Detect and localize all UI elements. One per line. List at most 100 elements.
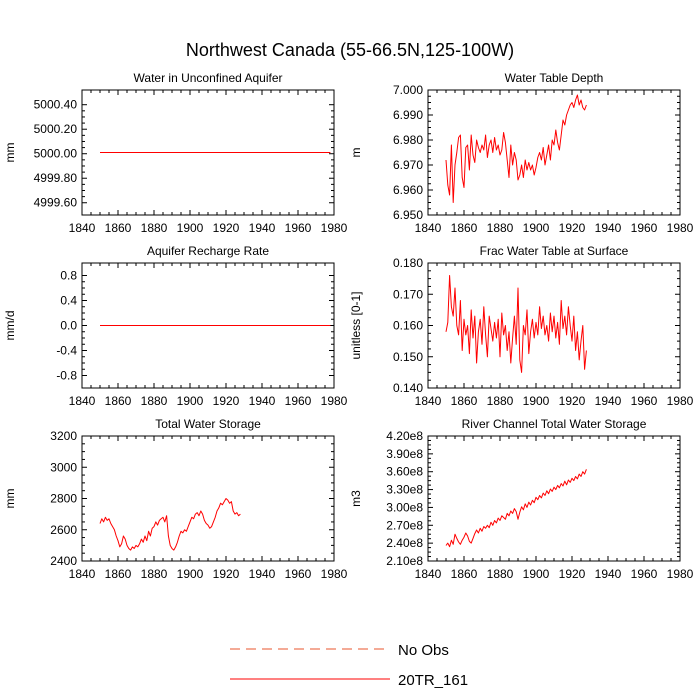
x-tick-label: 1960 — [631, 567, 658, 581]
x-tick-label: 1980 — [667, 221, 694, 235]
x-tick-label: 1920 — [559, 567, 586, 581]
x-tick-label: 1940 — [595, 567, 622, 581]
y-tick-label: 5000.20 — [34, 122, 78, 136]
panel-title: Water Table Depth — [505, 71, 604, 85]
y-tick-label: 0.150 — [393, 350, 423, 364]
x-tick-label: 1840 — [69, 567, 96, 581]
x-tick-label: 1880 — [141, 394, 168, 408]
y-tick-label: -0.8 — [56, 369, 77, 383]
x-tick-label: 1840 — [415, 567, 442, 581]
y-tick-label: 6.970 — [393, 158, 423, 172]
y-axis-label: mm — [3, 489, 17, 509]
panel-title: River Channel Total Water Storage — [462, 417, 647, 431]
plot-frame — [427, 262, 681, 389]
legend: No Obs 20TR_161 — [230, 642, 468, 689]
series-line-20tr-161 — [99, 498, 241, 551]
x-tick-label: 1920 — [213, 567, 240, 581]
y-tick-label: 0.140 — [393, 381, 423, 395]
y-tick-label: 0.180 — [393, 256, 423, 270]
x-tick-label: 1900 — [523, 221, 550, 235]
x-tick-label: 1980 — [321, 394, 348, 408]
panel-title: Water in Unconfined Aquifer — [134, 71, 283, 85]
y-axis-label: m3 — [349, 490, 363, 507]
y-tick-label: 6.960 — [393, 183, 423, 197]
series-line-20tr-161 — [445, 275, 587, 373]
legend-label-no-obs: No Obs — [398, 642, 449, 659]
x-tick-label: 1880 — [487, 394, 514, 408]
y-tick-label: 0.0 — [60, 319, 77, 333]
y-tick-label: 0.170 — [393, 287, 423, 301]
y-axis-label: m — [349, 148, 363, 158]
y-tick-label: 5000.00 — [34, 147, 78, 161]
x-tick-label: 1960 — [285, 394, 312, 408]
y-tick-label: 7.000 — [393, 83, 423, 97]
plot-frame — [81, 435, 335, 562]
panel-4: Frac Water Table at Surface unitless [0-1… — [349, 244, 694, 408]
x-tick-label: 1920 — [213, 221, 240, 235]
panel-3: Aquifer Recharge Rate mm/d 1840 1860 1880 190… — [3, 244, 348, 408]
y-tick-label: 2800 — [50, 492, 77, 506]
x-tick-label: 1920 — [213, 394, 240, 408]
x-tick-label: 1900 — [523, 567, 550, 581]
x-tick-label: 1840 — [69, 221, 96, 235]
x-tick-label: 1960 — [631, 394, 658, 408]
x-tick-label: 1940 — [595, 221, 622, 235]
panels: Water in Unconfined Aquifer mm 1840 1860 188… — [3, 71, 694, 581]
x-tick-label: 1900 — [523, 394, 550, 408]
panel-title: Frac Water Table at Surface — [480, 244, 629, 258]
x-tick-label: 1980 — [667, 567, 694, 581]
x-tick-label: 1940 — [595, 394, 622, 408]
x-tick-label: 1860 — [451, 567, 478, 581]
panel-6: River Channel Total Water Storage m3 1840 1… — [349, 417, 694, 581]
y-tick-label: -0.4 — [56, 344, 77, 358]
y-axis-label: unitless [0-1] — [349, 291, 363, 359]
x-tick-label: 1900 — [177, 221, 204, 235]
x-tick-label: 1860 — [105, 394, 132, 408]
series-line-20tr-161 — [445, 469, 587, 548]
x-tick-label: 1920 — [559, 394, 586, 408]
y-tick-label: 3.00e8 — [386, 500, 423, 514]
panel-2: Water Table Depth m 1840 1860 1880 1900 1920 19… — [349, 71, 694, 235]
y-tick-label: 2600 — [50, 523, 77, 537]
y-tick-label: 2400 — [50, 554, 77, 568]
x-tick-label: 1960 — [631, 221, 658, 235]
x-tick-label: 1940 — [249, 221, 276, 235]
x-tick-label: 1880 — [487, 567, 514, 581]
x-tick-label: 1900 — [177, 567, 204, 581]
x-tick-label: 1980 — [667, 394, 694, 408]
x-tick-label: 1860 — [105, 567, 132, 581]
figure-title: Northwest Canada (55-66.5N,125-100W) — [186, 40, 514, 60]
y-tick-label: 2.70e8 — [386, 518, 423, 532]
x-tick-label: 1960 — [285, 567, 312, 581]
y-tick-label: 4999.60 — [34, 196, 78, 210]
y-tick-label: 6.950 — [393, 208, 423, 222]
y-tick-label: 3.60e8 — [386, 465, 423, 479]
y-tick-label: 3000 — [50, 460, 77, 474]
panel-1: Water in Unconfined Aquifer mm 1840 1860 188… — [3, 71, 348, 235]
panel-title: Aquifer Recharge Rate — [147, 244, 269, 258]
x-tick-label: 1880 — [487, 221, 514, 235]
x-tick-label: 1880 — [141, 567, 168, 581]
x-tick-label: 1980 — [321, 567, 348, 581]
y-tick-label: 3.30e8 — [386, 483, 423, 497]
series-line-20tr-161 — [445, 94, 587, 203]
y-tick-label: 5000.40 — [34, 98, 78, 112]
y-tick-label: 0.160 — [393, 319, 423, 333]
panel-title: Total Water Storage — [155, 417, 261, 431]
x-tick-label: 1840 — [69, 394, 96, 408]
x-tick-label: 1860 — [451, 221, 478, 235]
legend-item-20tr-161: 20TR_161 — [230, 672, 468, 689]
y-tick-label: 6.990 — [393, 108, 423, 122]
x-tick-label: 1960 — [285, 221, 312, 235]
y-tick-label: 4.20e8 — [386, 429, 423, 443]
y-tick-label: 0.8 — [60, 269, 77, 283]
x-tick-label: 1940 — [249, 567, 276, 581]
y-axis-label: mm/d — [3, 311, 17, 341]
x-tick-label: 1880 — [141, 221, 168, 235]
panel-5: Total Water Storage mm 1840 1860 1880 1900 192… — [3, 417, 348, 581]
legend-label-20tr-161: 20TR_161 — [398, 672, 468, 689]
x-tick-label: 1900 — [177, 394, 204, 408]
x-tick-label: 1940 — [249, 394, 276, 408]
x-tick-label: 1980 — [321, 221, 348, 235]
